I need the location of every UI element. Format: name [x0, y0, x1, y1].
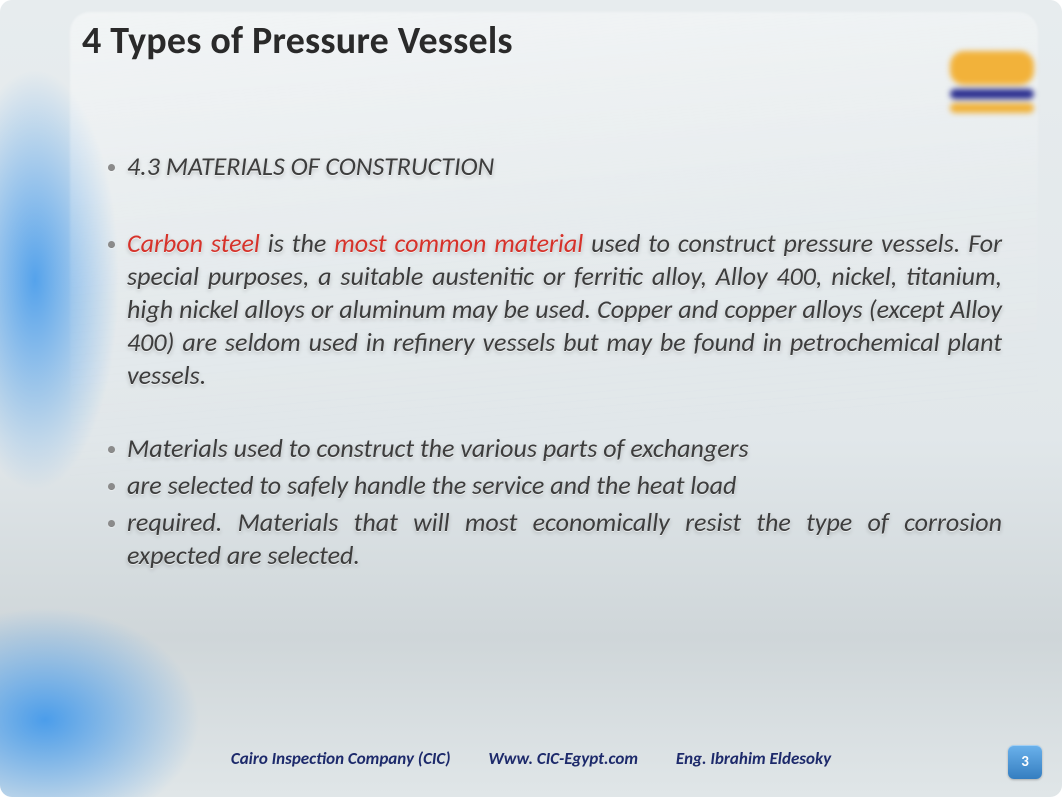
- slide: 4 Types of Pressure Vessels 4.3 MATERIAL…: [0, 0, 1062, 797]
- slide-title: 4 Types of Pressure Vessels: [82, 18, 513, 64]
- bullet-3-text: Materials used to construct the various …: [127, 432, 749, 465]
- company-logo: [944, 48, 1040, 116]
- footer-company: Cairo Inspection Company (CIC): [231, 748, 451, 769]
- page-number-badge: 3: [1008, 745, 1042, 779]
- bullet-4-text: are selected to safely handle the servic…: [127, 469, 736, 502]
- bullet-1: 4.3 MATERIALS OF CONSTRUCTION: [108, 150, 1002, 183]
- footer-web: Www. CIC-Egypt.com: [488, 748, 638, 769]
- footer-author: Eng. Ibrahim Eldesoky: [676, 748, 831, 769]
- bullet-dot: [108, 483, 115, 490]
- bullet-dot: [108, 520, 115, 527]
- logo-top: [950, 51, 1034, 85]
- bullet-2: Carbon steel is the most common material…: [108, 227, 1002, 392]
- highlight-carbon-steel: Carbon steel: [127, 227, 260, 259]
- logo-bar-1: [950, 89, 1034, 99]
- logo-bar-2: [950, 103, 1034, 113]
- bullet-dot: [108, 241, 115, 248]
- footer: Cairo Inspection Company (CIC) Www. CIC-…: [0, 748, 1062, 769]
- bullet-2-seg-a: is the: [260, 227, 334, 259]
- bullet-dot: [108, 164, 115, 171]
- bullet-2-text: Carbon steel is the most common material…: [127, 227, 1002, 392]
- highlight-most-common: most common material: [334, 227, 583, 259]
- bullet-5: required. Materials that will most econo…: [108, 506, 1002, 572]
- bullet-dot: [108, 446, 115, 453]
- bullet-3: Materials used to construct the various …: [108, 432, 1002, 465]
- page-number: 3: [1021, 753, 1029, 771]
- content-area: 4.3 MATERIALS OF CONSTRUCTION Carbon ste…: [108, 150, 1002, 572]
- bullet-1-text: 4.3 MATERIALS OF CONSTRUCTION: [127, 150, 494, 183]
- bullet-4: are selected to safely handle the servic…: [108, 469, 1002, 502]
- bullet-5-text: required. Materials that will most econo…: [127, 506, 1002, 572]
